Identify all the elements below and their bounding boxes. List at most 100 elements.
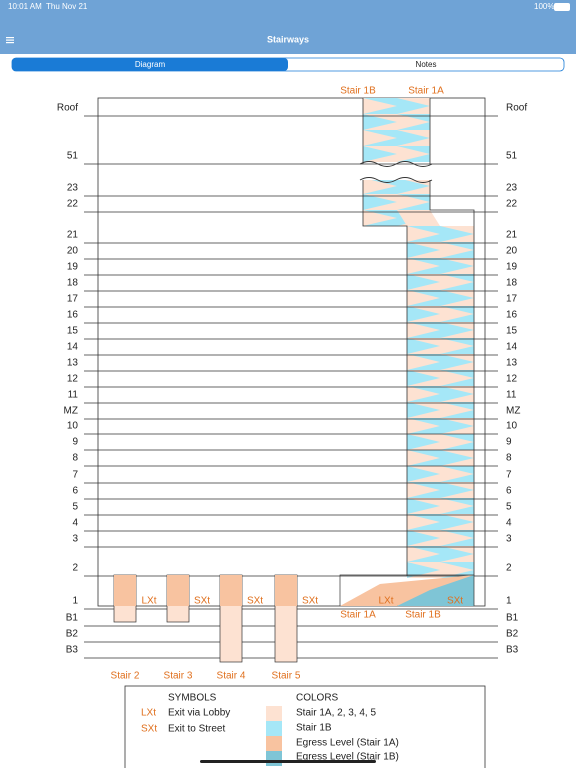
exit-label: LXt [378,596,393,607]
floor-label: Roof [57,103,78,114]
shaft-cell [397,98,430,114]
floor-label: 14 [67,342,79,353]
floor-label: 16 [67,310,79,321]
shaft-cell [363,210,397,226]
swatch [266,751,282,766]
shaft-cell [363,130,397,146]
exit-label: SXt [194,596,210,607]
shaft-cell [407,514,440,530]
shaft-cell [407,274,440,290]
legend-box [124,685,486,768]
legend-code: SXt [141,724,157,735]
floor-label: 51 [506,151,518,162]
floor-label: 5 [72,502,78,513]
egress [220,575,242,606]
floor-label: 16 [506,310,518,321]
floor-label: MZ [64,406,78,417]
floor-label: 11 [506,390,517,401]
date: Thu Nov 21 [46,2,88,11]
swatch [266,736,282,751]
shaft-transition [397,210,440,226]
stair-label: Stair 3 [164,671,193,682]
egress [167,575,189,606]
floor-label: 2 [72,563,78,574]
floor-label: 2 [506,563,512,574]
legend-color: Egress Level (Stair 1A) [296,738,399,749]
floor-label: 15 [506,326,518,337]
egress-outline [339,574,475,606]
shaft-cell [407,498,440,514]
floor-label: B3 [66,645,79,656]
floor-label: 20 [67,246,79,257]
shaft-cell [440,274,474,290]
tab-label[interactable]: Diagram [135,60,166,69]
shaft-outline [362,98,475,576]
shaft-cell [397,114,430,130]
shaft-cell [440,466,474,482]
floor-label: 19 [506,262,518,273]
floor-label: 8 [72,453,78,464]
tab-label[interactable]: Notes [416,60,437,69]
menu-button[interactable] [6,37,14,44]
shaft-cell [440,546,474,562]
floor-label: 13 [506,358,518,369]
shaft-cell [440,322,474,338]
floor-label: Roof [506,103,527,114]
break [360,164,434,180]
stair-label: Stair 1B [340,86,376,97]
shaft-cell [407,402,440,418]
shaft-cell [407,354,440,370]
egress [340,575,474,606]
shaft-cell [397,130,430,146]
stair-label: Stair 1B [405,610,441,621]
time: 10:01 AM [8,2,42,11]
floor-label: 12 [67,374,79,385]
egress [275,575,297,606]
shaft-cell [407,226,440,242]
legend-color: Stair 1B [296,723,332,734]
floor-label: 1 [506,596,512,607]
floor-label: 21 [67,230,79,241]
swatch [266,721,282,736]
stair-label: Stair 5 [272,671,301,682]
legend-title: COLORS [296,693,339,704]
shaft-cell [440,434,474,450]
shaft-cell [407,386,440,402]
floor-label: 9 [506,437,512,448]
floor-label: B1 [506,613,519,624]
exit-label: SXt [447,596,463,607]
shaft-cell [407,338,440,354]
shaft-cell [407,562,440,578]
floor-label: B1 [66,613,79,624]
floor-label: 10 [67,421,79,432]
floor-label: 17 [67,294,79,305]
shaft-cell [407,242,440,258]
legend-code: LXt [141,708,156,719]
floor-label: 4 [72,518,78,529]
exit-label: SXt [247,596,263,607]
shaft-cell [440,530,474,546]
floor-label: 22 [67,199,79,210]
battery: 100% [534,2,554,11]
header-bg [0,0,576,54]
legend-color: Egress Level (Stair 1B) [296,752,399,763]
floor-label: 11 [68,390,79,401]
floor-label: 14 [506,342,518,353]
floor-label: 5 [506,502,512,513]
tab-diagram[interactable] [12,58,288,71]
shaft-cell [440,562,474,578]
shaft-cell [440,226,474,242]
shaft-cell [407,482,440,498]
swatch [266,706,282,721]
egress [397,575,474,606]
floor-label: 19 [67,262,79,273]
exit-label: SXt [302,596,318,607]
legend-title: SYMBOLS [168,693,217,704]
floor-label: 23 [67,183,79,194]
stair-label: Stair 4 [217,671,246,682]
shaft-cell [407,466,440,482]
stair-label: Stair 1A [340,610,376,621]
floor-label: 51 [67,151,79,162]
shaft-cell [407,322,440,338]
